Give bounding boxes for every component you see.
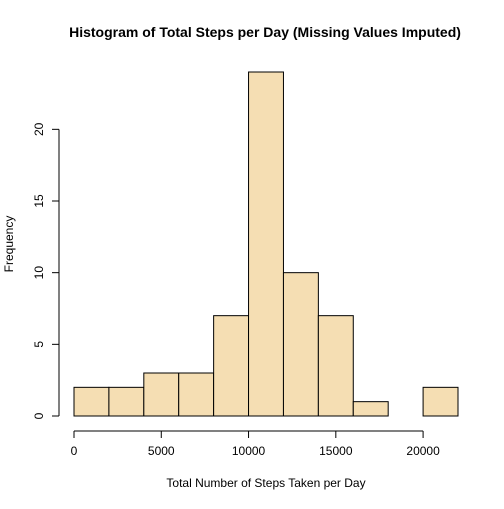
y-tick-label: 20: [32, 122, 46, 136]
histogram-bar: [108, 386, 145, 417]
y-tick-label: 10: [32, 266, 46, 280]
x-tick-label: 0: [71, 444, 78, 458]
histogram-bar: [73, 386, 110, 417]
x-tick-label: 15000: [319, 444, 353, 458]
x-axis: 0 5000 10000 15000 20000: [71, 430, 440, 458]
histogram-bar: [143, 372, 180, 417]
y-tick-label: 0: [32, 412, 46, 419]
histogram-bar: [352, 401, 389, 417]
x-tick-label: 20000: [406, 444, 440, 458]
histogram-bar: [317, 315, 354, 417]
y-tick-label: 15: [32, 194, 46, 208]
histogram-bar: [213, 315, 250, 417]
y-axis-label: Frequency: [2, 216, 16, 273]
y-axis: 0 5 10 15 20: [32, 122, 60, 419]
histogram-bar: [248, 71, 284, 417]
x-axis-label: Total Number of Steps Taken per Day: [166, 476, 365, 490]
x-tick-label: 5000: [148, 444, 175, 458]
y-tick-label: 5: [32, 341, 46, 348]
histogram-bar: [422, 386, 459, 417]
x-tick-label: 10000: [232, 444, 266, 458]
bars-group: [73, 71, 459, 417]
histogram-bar: [178, 372, 215, 417]
chart-title: Histogram of Total Steps per Day (Missin…: [69, 24, 461, 40]
histogram-bar: [282, 272, 319, 417]
